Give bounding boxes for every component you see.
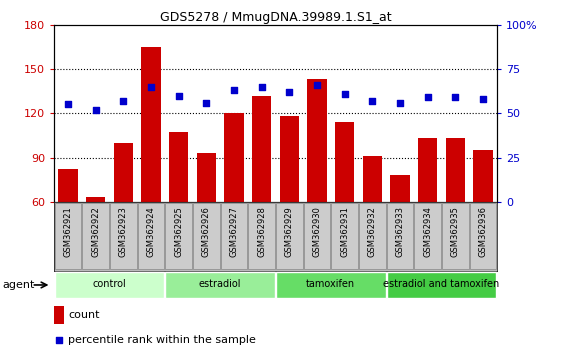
Point	[368, 98, 377, 104]
Point	[119, 98, 128, 104]
FancyBboxPatch shape	[166, 272, 275, 298]
FancyBboxPatch shape	[387, 203, 413, 269]
FancyBboxPatch shape	[276, 203, 303, 269]
Point	[478, 96, 488, 102]
Point	[174, 93, 183, 98]
Bar	[114, 143, 133, 202]
Text: estradiol and tamoxifen: estradiol and tamoxifen	[383, 279, 500, 290]
Bar	[280, 116, 299, 202]
Text: agent: agent	[3, 280, 35, 290]
Text: GSM362929: GSM362929	[285, 206, 294, 257]
FancyBboxPatch shape	[248, 203, 275, 269]
Text: count: count	[69, 310, 100, 320]
Text: GSM362922: GSM362922	[91, 206, 100, 257]
Bar	[445, 138, 465, 202]
Bar	[418, 138, 437, 202]
Point	[63, 102, 73, 107]
Text: GSM362936: GSM362936	[478, 206, 488, 257]
FancyBboxPatch shape	[470, 203, 496, 269]
FancyBboxPatch shape	[442, 203, 469, 269]
Text: GSM362930: GSM362930	[312, 206, 321, 257]
Point	[312, 82, 321, 88]
FancyBboxPatch shape	[55, 203, 81, 269]
FancyBboxPatch shape	[55, 272, 164, 298]
FancyBboxPatch shape	[138, 203, 164, 269]
Point	[451, 95, 460, 100]
Point	[55, 337, 64, 343]
Text: GSM362931: GSM362931	[340, 206, 349, 257]
Bar	[224, 113, 244, 202]
Bar	[391, 175, 409, 202]
Point	[230, 87, 239, 93]
Bar	[58, 169, 78, 202]
Bar	[196, 153, 216, 202]
FancyBboxPatch shape	[359, 203, 385, 269]
Point	[395, 100, 404, 105]
Bar	[142, 47, 160, 202]
FancyBboxPatch shape	[110, 203, 136, 269]
Text: tamoxifen: tamoxifen	[306, 279, 355, 290]
Title: GDS5278 / MmugDNA.39989.1.S1_at: GDS5278 / MmugDNA.39989.1.S1_at	[160, 11, 391, 24]
Bar	[473, 150, 493, 202]
FancyBboxPatch shape	[82, 203, 109, 269]
Bar	[54, 306, 64, 324]
FancyBboxPatch shape	[221, 203, 247, 269]
Text: GSM362926: GSM362926	[202, 206, 211, 257]
Text: GSM362924: GSM362924	[147, 206, 155, 257]
Bar	[86, 198, 106, 202]
FancyBboxPatch shape	[304, 203, 330, 269]
Bar	[252, 96, 271, 202]
FancyBboxPatch shape	[331, 203, 358, 269]
Text: GSM362934: GSM362934	[423, 206, 432, 257]
Text: GSM362932: GSM362932	[368, 206, 377, 257]
Point	[423, 95, 432, 100]
Bar	[307, 79, 327, 202]
Text: GSM362933: GSM362933	[396, 206, 404, 257]
Text: control: control	[93, 279, 126, 290]
Text: GSM362927: GSM362927	[230, 206, 239, 257]
FancyBboxPatch shape	[387, 272, 496, 298]
Point	[91, 107, 100, 113]
Text: GSM362928: GSM362928	[257, 206, 266, 257]
FancyBboxPatch shape	[276, 272, 385, 298]
Point	[285, 89, 294, 95]
Text: GSM362925: GSM362925	[174, 206, 183, 257]
Text: GSM362921: GSM362921	[63, 206, 73, 257]
Point	[202, 100, 211, 105]
Point	[340, 91, 349, 97]
FancyBboxPatch shape	[193, 203, 220, 269]
Text: percentile rank within the sample: percentile rank within the sample	[69, 335, 256, 345]
Point	[257, 84, 266, 90]
Text: estradiol: estradiol	[199, 279, 242, 290]
Bar	[169, 132, 188, 202]
Text: GSM362923: GSM362923	[119, 206, 128, 257]
Text: GSM362935: GSM362935	[451, 206, 460, 257]
FancyBboxPatch shape	[415, 203, 441, 269]
Point	[147, 84, 156, 90]
Bar	[363, 156, 382, 202]
Bar	[335, 122, 355, 202]
FancyBboxPatch shape	[166, 203, 192, 269]
